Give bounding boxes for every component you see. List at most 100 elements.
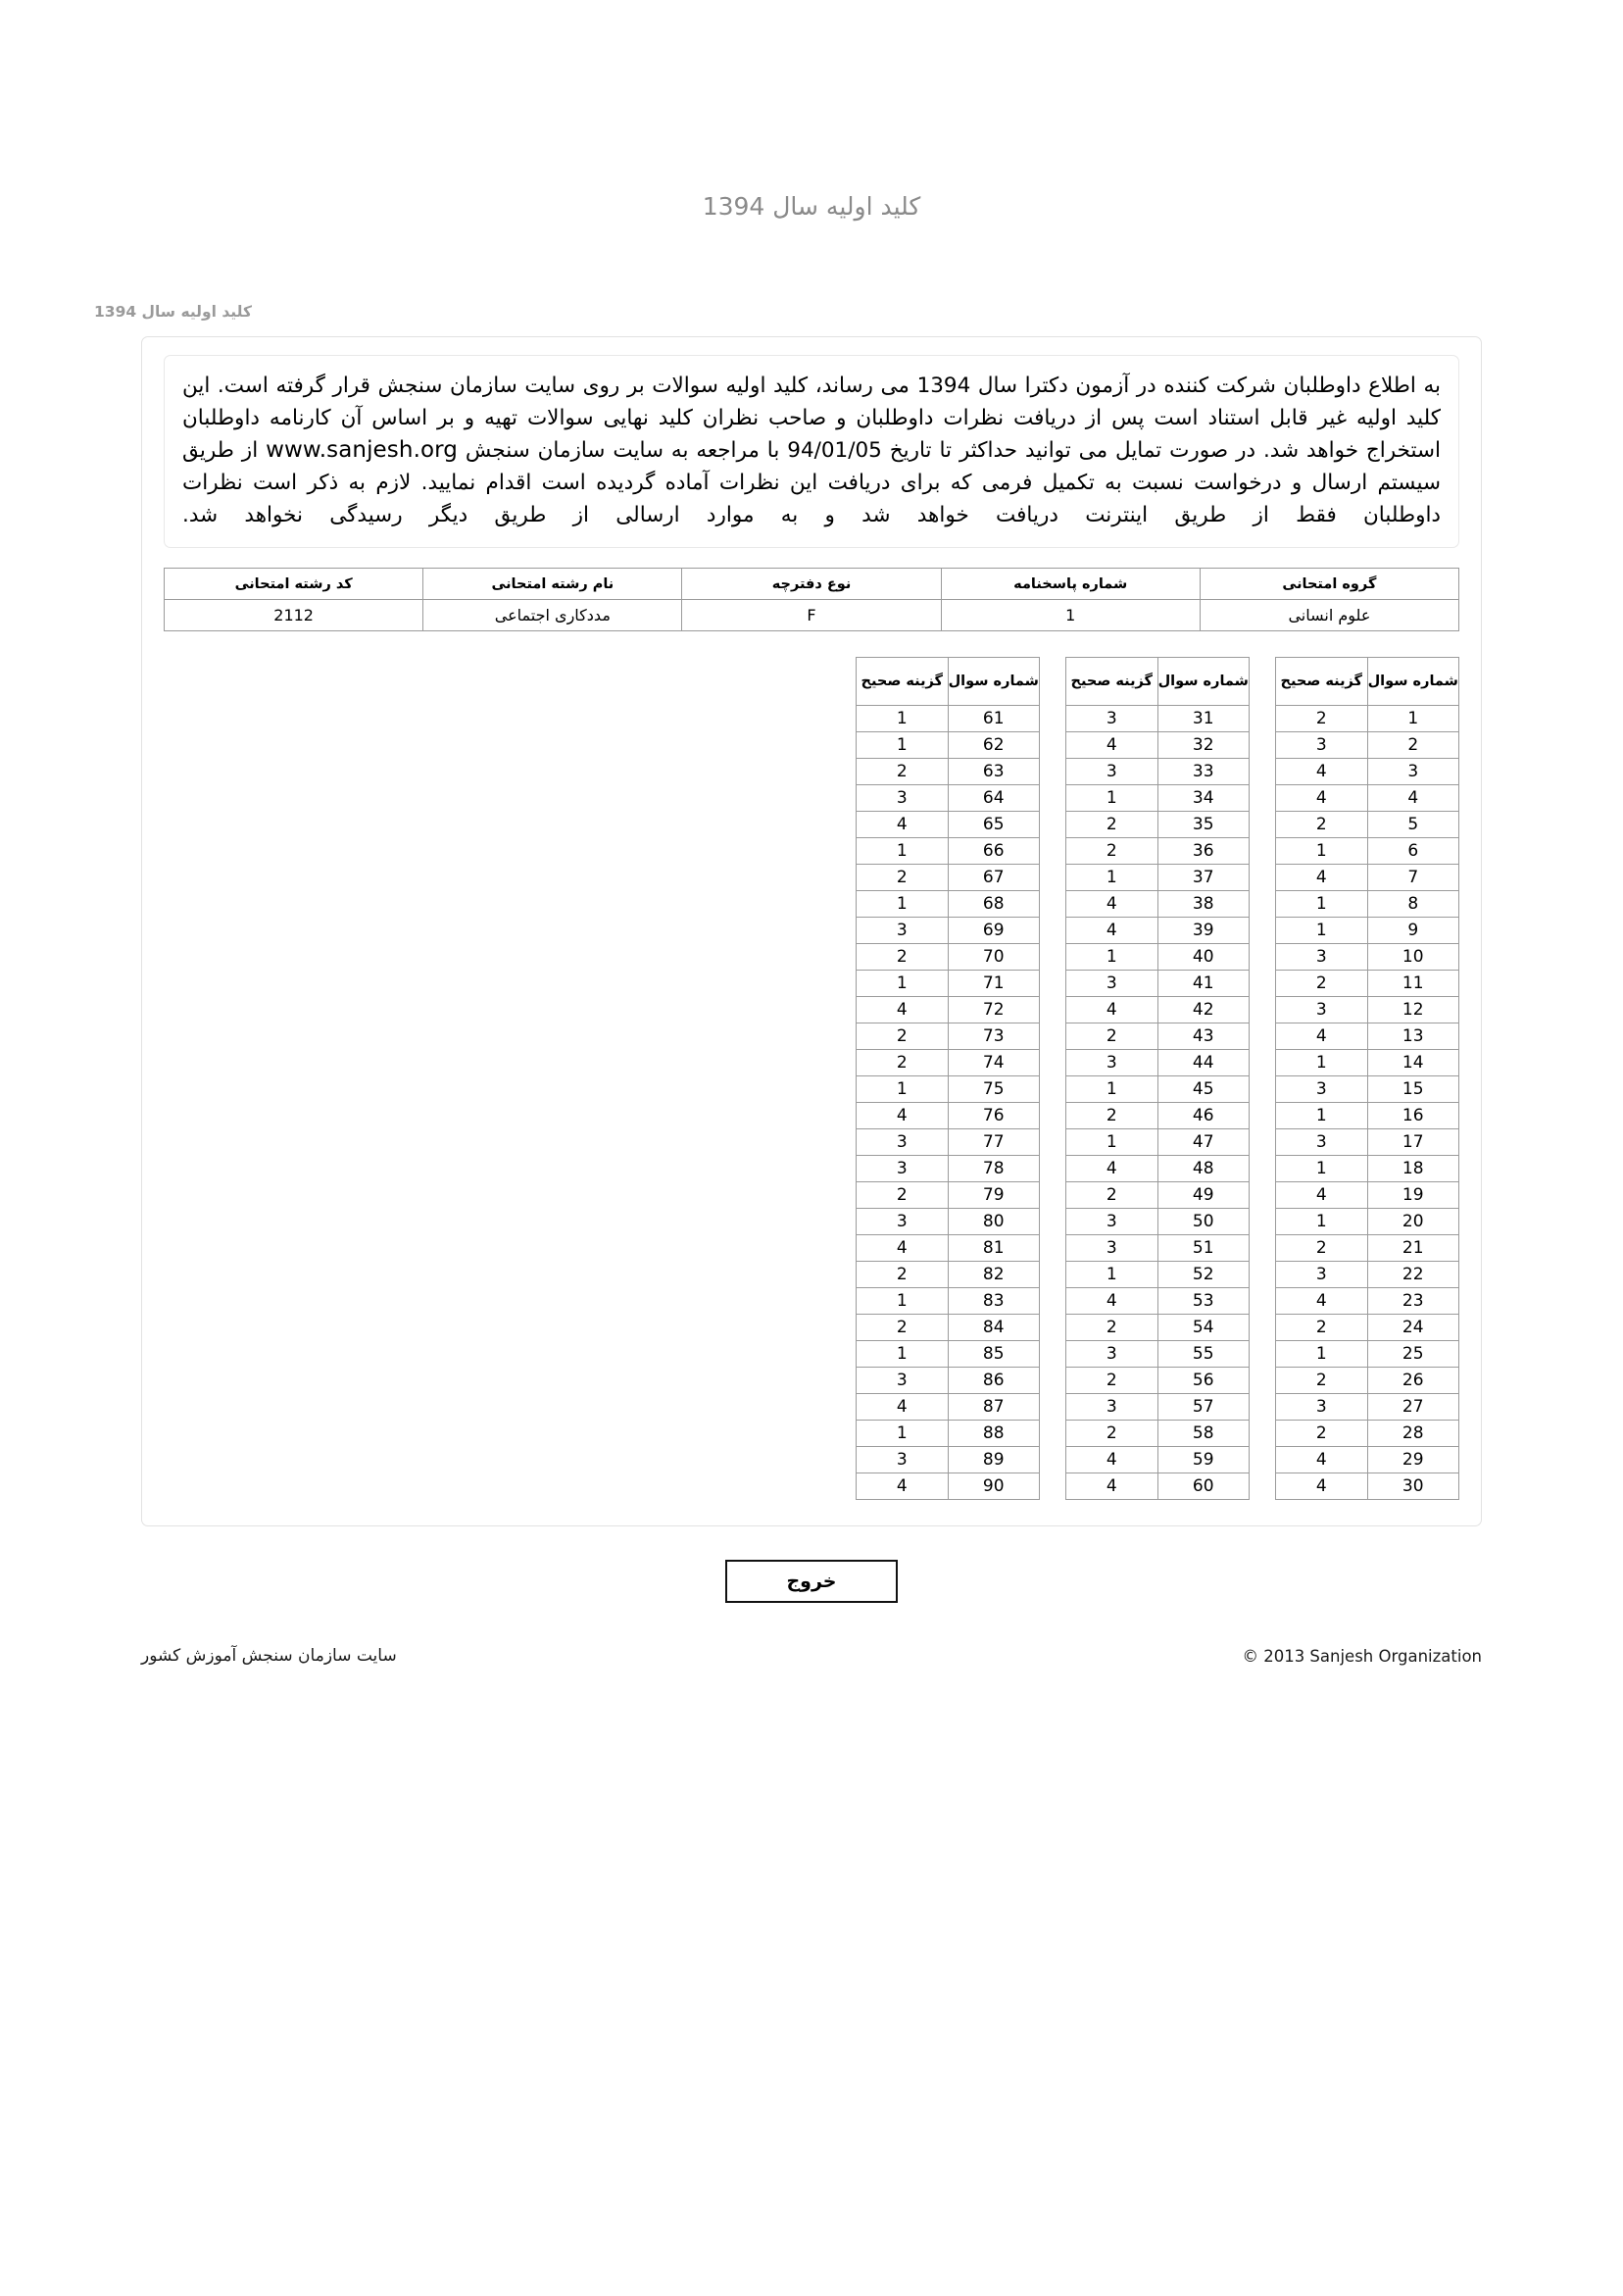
answer-question-number: 75 [947,1075,1040,1103]
answer-correct-option: 1 [1275,1208,1368,1235]
answer-body-column-1: 1 2 2 3 3 4 4 4 5 2 6 1 7 4 8 1 9 1 10 3 11 2 12 3 13 4 14 1 15 3 16 1 1… [1275,705,1459,1500]
answer-row: 15 3 [1275,1075,1459,1103]
answer-row: 40 1 [1065,943,1250,971]
answer-question-number: 23 [1366,1287,1459,1315]
answer-row: 44 3 [1065,1049,1250,1076]
answer-correct-option: 1 [1275,1155,1368,1182]
answer-row: 26 2 [1275,1367,1459,1394]
answer-row: 66 1 [856,837,1040,865]
answer-question-number: 83 [947,1287,1040,1315]
answer-question-number: 15 [1366,1075,1459,1103]
answer-row: 18 1 [1275,1155,1459,1182]
answer-question-number: 79 [947,1181,1040,1209]
answer-correct-option: 2 [1275,970,1368,997]
answer-question-number: 66 [947,837,1040,865]
info-value-booklet-type: F [681,599,942,631]
answer-correct-option: 3 [1065,705,1158,732]
answer-row: 19 4 [1275,1181,1459,1209]
answer-question-number: 32 [1156,731,1250,759]
answer-correct-option: 2 [856,1314,949,1341]
answer-correct-option: 2 [1065,811,1158,838]
answer-row: 38 4 [1065,890,1250,918]
answer-row: 56 2 [1065,1367,1250,1394]
answer-correct-option: 4 [1275,1287,1368,1315]
answer-question-number: 44 [1156,1049,1250,1076]
answer-question-number: 68 [947,890,1040,918]
answer-question-number: 41 [1156,970,1250,997]
answer-question-number: 43 [1156,1023,1250,1050]
answer-question-number: 47 [1156,1128,1250,1156]
answer-correct-option: 3 [1065,1340,1158,1368]
answer-row: 51 3 [1065,1234,1250,1262]
answer-question-number: 78 [947,1155,1040,1182]
answer-question-number: 34 [1156,784,1250,812]
answer-header-question-number: شماره سوال [1366,657,1459,706]
answer-row: 28 2 [1275,1420,1459,1447]
answer-question-number: 10 [1366,943,1459,971]
answer-row: 35 2 [1065,811,1250,838]
answer-header-row: شماره سوال گزینه صحیح [856,657,1040,706]
answer-question-number: 9 [1366,917,1459,944]
answer-correct-option: 3 [1275,731,1368,759]
answer-row: 64 3 [856,784,1040,812]
answer-correct-option: 3 [856,917,949,944]
answer-row: 16 1 [1275,1102,1459,1129]
answer-correct-option: 3 [1065,1234,1158,1262]
answer-row: 69 3 [856,917,1040,944]
answer-row: 27 3 [1275,1393,1459,1421]
answer-correct-option: 4 [856,1102,949,1129]
answer-question-number: 52 [1156,1261,1250,1288]
answer-row: 49 2 [1065,1181,1250,1209]
answer-row: 42 4 [1065,996,1250,1023]
answer-correct-option: 2 [856,1049,949,1076]
answer-question-number: 36 [1156,837,1250,865]
answer-correct-option: 2 [856,1261,949,1288]
answer-correct-option: 1 [1275,890,1368,918]
answer-row: 63 2 [856,758,1040,785]
answer-question-number: 30 [1366,1472,1459,1500]
answer-question-number: 29 [1366,1446,1459,1473]
answer-row: 88 1 [856,1420,1040,1447]
info-value-answer-sheet-number: 1 [940,599,1201,631]
answer-question-number: 69 [947,917,1040,944]
answer-correct-option: 2 [1275,705,1368,732]
answer-question-number: 84 [947,1314,1040,1341]
footer-copyright: © 2013 Sanjesh Organization [1242,1646,1482,1666]
answer-question-number: 61 [947,705,1040,732]
answer-question-number: 7 [1366,864,1459,891]
answer-row: 82 2 [856,1261,1040,1288]
document-title: کلید اولیه سال 1394 [702,192,921,221]
answer-row: 59 4 [1065,1446,1250,1473]
sanjesh-website-link[interactable]: www.sanjesh.org [266,437,458,463]
answer-question-number: 48 [1156,1155,1250,1182]
answer-question-number: 71 [947,970,1040,997]
answer-correct-option: 4 [856,1393,949,1421]
answer-question-number: 28 [1366,1420,1459,1447]
answer-header-correct-option: گزینه صحیح [856,657,949,706]
answer-question-number: 11 [1366,970,1459,997]
answer-correct-option: 2 [1065,837,1158,865]
answer-correct-option: 2 [856,758,949,785]
answer-correct-option: 4 [856,811,949,838]
answer-row: 13 4 [1275,1023,1459,1050]
answer-correct-option: 3 [1275,1128,1368,1156]
answer-header-row: شماره سوال گزینه صحیح [1065,657,1250,706]
answer-row: 22 3 [1275,1261,1459,1288]
answer-question-number: 49 [1156,1181,1250,1209]
answer-question-number: 33 [1156,758,1250,785]
answer-row: 53 4 [1065,1287,1250,1315]
answer-row: 14 1 [1275,1049,1459,1076]
answer-row: 65 4 [856,811,1040,838]
answer-correct-option: 2 [856,1181,949,1209]
page-subtitle: کلید اولیه سال 1394 [94,303,252,321]
answer-correct-option: 2 [1065,1181,1158,1209]
answer-correct-option: 4 [1275,1023,1368,1050]
info-value-field-name: مددکاری اجتماعی [422,599,683,631]
exit-button[interactable]: خروج [725,1560,898,1603]
answer-question-number: 25 [1366,1340,1459,1368]
page-root: کلید اولیه سال 1394 کلید اولیه سال 1394 … [94,192,1482,1666]
answer-question-number: 3 [1366,758,1459,785]
answer-row: 74 2 [856,1049,1040,1076]
answer-question-number: 5 [1366,811,1459,838]
footer-organization-name: سایت سازمان سنجش آموزش کشور [141,1646,397,1666]
